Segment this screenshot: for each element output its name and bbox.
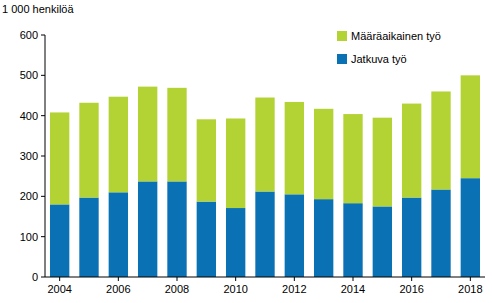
bar-segment <box>373 206 392 277</box>
x-axis-line <box>45 277 485 278</box>
bar-segment <box>138 181 157 277</box>
chart-svg: 1 000 henkilöä 0 100 200 300 400 500 600 2004 200… <box>0 0 492 303</box>
x-tick <box>59 277 60 281</box>
y-tick <box>41 156 45 157</box>
y-tick <box>41 35 45 36</box>
y-tick <box>41 115 45 116</box>
bar-segment <box>431 189 450 277</box>
x-tick-label: 2008 <box>165 283 189 295</box>
x-tick <box>118 277 119 281</box>
bar-segment <box>285 102 304 194</box>
y-tick <box>41 277 45 278</box>
legend-swatch <box>337 31 347 41</box>
x-tick <box>353 277 354 281</box>
y-tick-label: 600 <box>20 29 38 41</box>
bar-segment <box>343 203 362 277</box>
chart-container: 1 000 henkilöä 0 100 200 300 400 500 600 2004 200… <box>0 0 492 303</box>
legend-label: Määräaikainen työ <box>351 30 441 42</box>
bar-segment <box>138 87 157 182</box>
bar-segment <box>109 192 128 277</box>
bar-segment <box>167 88 186 182</box>
x-tick-label: 2018 <box>458 283 482 295</box>
x-tick-label: 2016 <box>399 283 423 295</box>
legend-label: Jatkuva työ <box>351 53 407 65</box>
y-tick <box>41 75 45 76</box>
bar-segment <box>50 204 69 277</box>
legend: Määräaikainen työ Jatkuva työ <box>337 30 441 65</box>
x-tick-label: 2006 <box>106 283 130 295</box>
bar-segment <box>255 191 274 277</box>
x-tick <box>411 277 412 281</box>
x-tick-label: 2012 <box>282 283 306 295</box>
x-tick <box>177 277 178 281</box>
x-tick <box>235 277 236 281</box>
bar-segment <box>197 119 216 201</box>
bar-segment <box>285 194 304 277</box>
bar-segment <box>314 199 333 277</box>
x-tick <box>294 277 295 281</box>
bar-segment <box>402 104 421 198</box>
bar-segment <box>197 202 216 277</box>
bars <box>50 75 480 277</box>
y-tick-label: 200 <box>20 190 38 202</box>
x-tick-label: 2014 <box>341 283 365 295</box>
y-tick-label: 500 <box>20 69 38 81</box>
bar-segment <box>461 75 480 178</box>
bar-segment <box>167 181 186 277</box>
bar-segment <box>50 112 69 204</box>
x-tick-label: 2004 <box>47 283 71 295</box>
bar-segment <box>373 118 392 207</box>
bar-segment <box>226 208 245 277</box>
legend-swatch <box>337 54 347 64</box>
x-tick <box>470 277 471 281</box>
y-tick-label: 0 <box>32 271 38 283</box>
bar-segment <box>79 198 98 277</box>
bar-segment <box>402 198 421 277</box>
bar-segment <box>461 178 480 277</box>
bar-segment <box>343 114 362 203</box>
y-axis-label: 1 000 henkilöä <box>2 3 74 15</box>
bar-segment <box>255 98 274 192</box>
bar-segment <box>431 91 450 189</box>
y-tick <box>41 196 45 197</box>
bar-segment <box>314 109 333 199</box>
x-tick-label: 2010 <box>223 283 247 295</box>
bar-segment <box>109 97 128 193</box>
y-tick <box>41 236 45 237</box>
y-axis-line <box>45 35 46 277</box>
y-tick-label: 100 <box>20 231 38 243</box>
y-tick-label: 400 <box>20 110 38 122</box>
y-tick-label: 300 <box>20 150 38 162</box>
bar-segment <box>226 118 245 208</box>
bar-segment <box>79 103 98 198</box>
